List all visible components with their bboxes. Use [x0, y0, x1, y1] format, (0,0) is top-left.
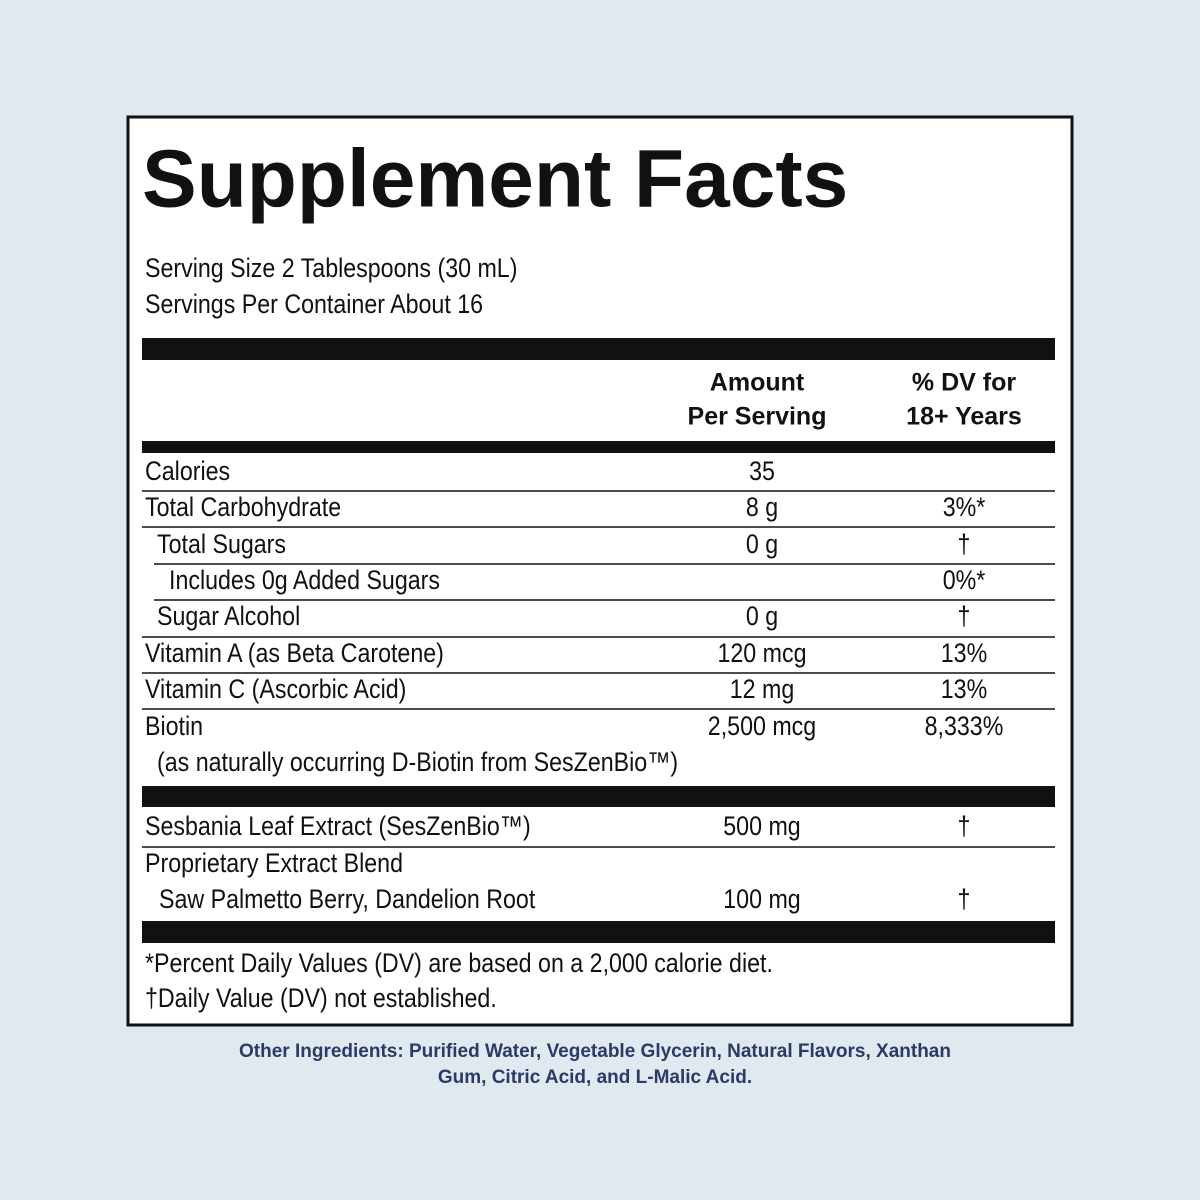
- thick-bar: [142, 441, 1055, 453]
- row-name: Vitamin C (Ascorbic Acid): [145, 675, 406, 705]
- row-name: Vitamin A (as Beta Carotene): [145, 639, 444, 669]
- row-detail: Saw Palmetto Berry, Dandelion Root: [159, 885, 535, 915]
- thick-bar: [142, 338, 1055, 360]
- row-amount: 2,500 mcg: [708, 712, 816, 742]
- header-dv: 18+ Years: [906, 403, 1022, 431]
- serving-size: Serving Size 2 Tablespoons (30 mL): [145, 254, 517, 284]
- row-amount: 100 mg: [723, 885, 800, 915]
- row-name: Biotin: [145, 712, 203, 742]
- row-amount: 8 g: [746, 493, 778, 523]
- row-name: Calories: [145, 457, 230, 487]
- row-dv: †: [958, 885, 971, 915]
- row-dv: 8,333%: [925, 712, 1004, 742]
- row-note: (as naturally occurring D-Biotin from Se…: [157, 748, 678, 778]
- header-amount: Amount: [710, 369, 805, 397]
- thick-bar: [142, 786, 1055, 807]
- row-dv: 13%: [941, 675, 987, 705]
- row-amount: 120 mcg: [717, 639, 806, 669]
- row-dv: 3%*: [943, 493, 986, 523]
- row-amount: 35: [749, 457, 775, 487]
- row-dv: †: [958, 530, 971, 560]
- header-amount: Per Serving: [688, 403, 827, 431]
- row-amount: 12 mg: [730, 675, 795, 705]
- footnote: *Percent Daily Values (DV) are based on …: [145, 949, 773, 979]
- row-amount: 0 g: [746, 530, 778, 560]
- row-name: Total Sugars: [157, 530, 286, 560]
- other-ingredients: Gum, Citric Acid, and L-Malic Acid.: [438, 1067, 752, 1088]
- row-dv: 13%: [941, 639, 987, 669]
- footnote: †Daily Value (DV) not established.: [145, 984, 497, 1014]
- row-amount: 500 mg: [723, 812, 800, 842]
- other-ingredients: Other Ingredients: Purified Water, Veget…: [239, 1041, 951, 1062]
- row-dv: †: [958, 602, 971, 632]
- row-name: Sugar Alcohol: [157, 602, 300, 632]
- row-name: Proprietary Extract Blend: [145, 849, 403, 879]
- row-name: Total Carbohydrate: [145, 493, 341, 523]
- servings-per-container: Servings Per Container About 16: [145, 290, 483, 320]
- thick-bar: [142, 921, 1055, 943]
- row-name: Includes 0g Added Sugars: [169, 566, 440, 596]
- row-amount: 0 g: [746, 602, 778, 632]
- header-dv: % DV for: [912, 369, 1016, 397]
- title: Supplement Facts: [142, 134, 848, 225]
- row-dv: 0%*: [943, 566, 986, 596]
- row-name: Sesbania Leaf Extract (SesZenBio™): [145, 812, 531, 842]
- label-box: [126, 115, 1074, 1027]
- row-dv: †: [958, 812, 971, 842]
